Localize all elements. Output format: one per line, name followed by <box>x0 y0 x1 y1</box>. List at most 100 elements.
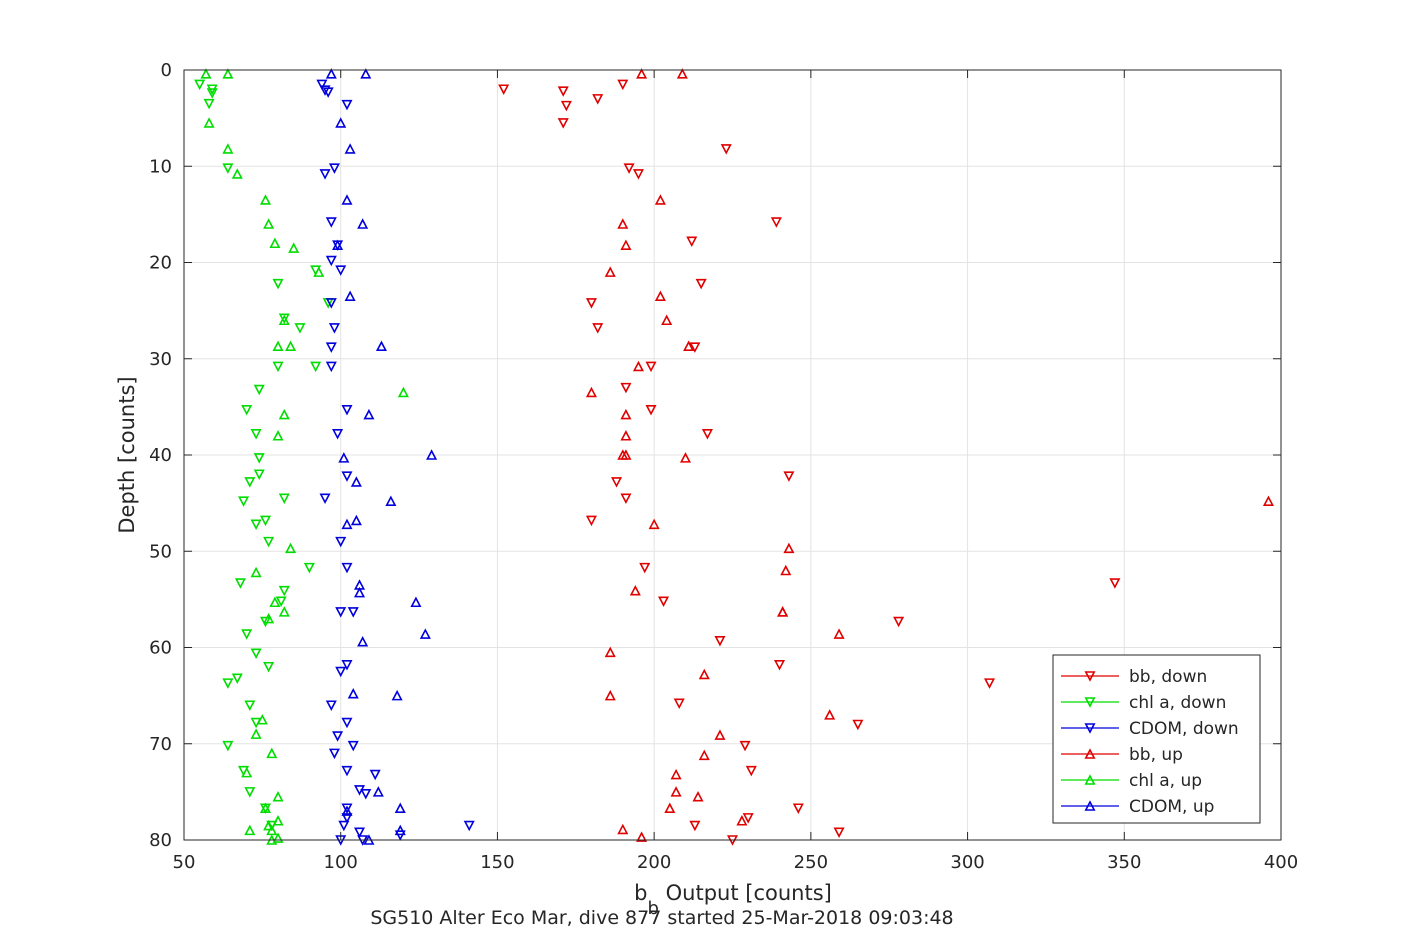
data-point <box>347 607 359 618</box>
data-point <box>604 266 616 277</box>
data-point <box>222 740 234 752</box>
data-point <box>689 342 701 353</box>
data-point <box>623 163 635 174</box>
data-point <box>259 515 272 527</box>
data-point <box>645 404 657 416</box>
legend-marker <box>1084 748 1096 759</box>
data-point <box>269 596 281 608</box>
data-point <box>335 536 347 548</box>
x-axis-label-rest: Output [counts] <box>659 881 832 905</box>
x-tick-label: 400 <box>1264 852 1298 873</box>
data-point <box>325 700 337 711</box>
x-axis-label-main: b <box>634 881 647 905</box>
data-point <box>620 382 632 394</box>
data-point <box>253 453 265 464</box>
data-point <box>654 290 666 301</box>
data-point <box>357 636 369 647</box>
data-point <box>338 452 350 463</box>
data-point <box>335 117 347 128</box>
data-point <box>263 612 275 624</box>
data-point <box>325 217 337 228</box>
data-point <box>285 340 297 352</box>
data-point <box>636 831 648 842</box>
series-1 <box>194 79 334 832</box>
data-point <box>410 596 422 608</box>
data-point <box>357 218 369 229</box>
legend-label: chl a, down <box>1129 693 1226 713</box>
data-point <box>792 803 804 814</box>
data-point <box>303 562 315 574</box>
data-point <box>244 824 256 836</box>
data-point <box>341 194 353 205</box>
legend-marker <box>1084 774 1096 785</box>
data-point <box>325 298 337 309</box>
data-point <box>852 719 864 731</box>
data-point <box>375 340 387 352</box>
data-point <box>592 323 604 334</box>
data-point <box>394 824 406 836</box>
x-axis-label-subscript: b <box>648 898 659 919</box>
data-point <box>244 700 256 711</box>
legend-label: chl a, up <box>1129 771 1202 791</box>
data-point <box>557 86 569 97</box>
data-point <box>322 87 334 98</box>
data-point <box>353 586 366 598</box>
data-point <box>620 408 632 420</box>
grid <box>184 70 1281 840</box>
data-point <box>350 476 362 487</box>
data-point <box>745 765 757 777</box>
legend-box <box>1052 654 1261 824</box>
data-point <box>325 361 337 373</box>
data-point <box>617 79 629 91</box>
data-point <box>344 290 356 301</box>
x-tick-label: 350 <box>1107 852 1141 873</box>
data-point <box>259 802 272 814</box>
data-point <box>231 673 243 685</box>
data-point <box>658 596 670 608</box>
data-point <box>692 790 704 802</box>
data-point <box>670 786 682 797</box>
y-tick-label: 40 <box>149 445 172 466</box>
x-tick-label: 200 <box>637 852 671 873</box>
data-point <box>419 628 431 639</box>
y-tick-label: 50 <box>149 541 172 562</box>
data-point <box>328 748 340 760</box>
series-0 <box>498 79 1121 846</box>
data-point <box>498 84 510 95</box>
data-point <box>639 562 651 574</box>
data-point <box>695 278 707 290</box>
data-point <box>585 386 597 398</box>
data-point <box>222 68 234 79</box>
data-point <box>742 813 754 824</box>
data-point <box>253 384 265 396</box>
data-point <box>341 805 353 816</box>
data-point <box>256 713 268 725</box>
series-4 <box>200 68 409 845</box>
data-point <box>332 429 344 440</box>
data-point <box>585 515 597 527</box>
data-point <box>714 729 726 740</box>
data-point <box>592 94 604 105</box>
data-point <box>335 265 347 276</box>
y-tick-label: 30 <box>149 349 172 370</box>
data-point <box>285 542 297 554</box>
data-point <box>250 429 262 440</box>
data-point <box>194 79 206 91</box>
data-point <box>263 536 275 548</box>
data-point <box>241 629 253 640</box>
data-point <box>272 832 284 843</box>
data-point <box>250 728 262 739</box>
data-point <box>783 471 795 482</box>
data-point <box>244 787 256 798</box>
data-point <box>360 789 372 800</box>
data-point <box>206 88 218 99</box>
data-point <box>617 218 629 229</box>
data-point <box>278 313 290 325</box>
data-point <box>234 578 246 589</box>
y-tick-label: 70 <box>149 734 172 755</box>
data-point <box>394 830 406 841</box>
data-point <box>773 660 786 671</box>
data-point <box>372 786 384 797</box>
